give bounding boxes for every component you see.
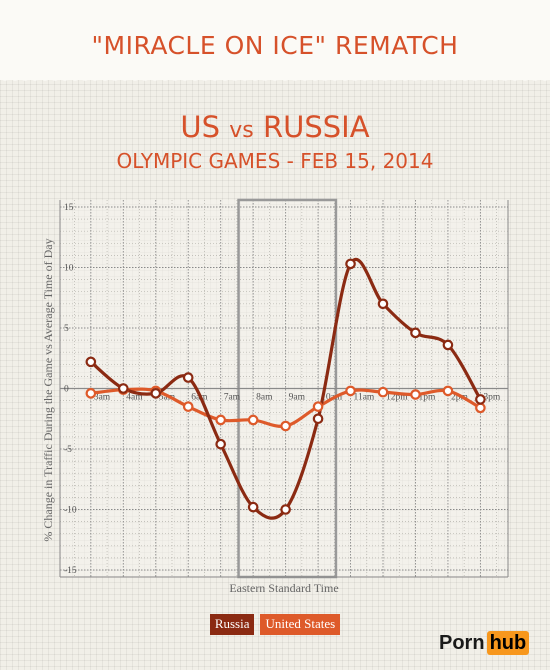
data-point-russia <box>247 501 259 513</box>
x-tick-label: 12pm <box>386 393 408 403</box>
data-point-russia <box>182 372 194 383</box>
x-axis-label: Eastern Standard Time <box>229 581 338 595</box>
data-point-russia <box>150 388 162 399</box>
brand-logo-part-a: Porn <box>439 631 485 654</box>
x-tick-label: 3am <box>94 393 111 403</box>
data-point-united-states <box>475 402 486 414</box>
data-point-united-states <box>312 401 324 412</box>
x-tick-label: 8am <box>256 393 273 403</box>
data-point-united-states <box>410 389 421 400</box>
x-tick-label: 9am <box>289 393 306 403</box>
data-point-united-states <box>215 414 226 426</box>
data-point-russia <box>312 413 324 425</box>
legend-item-united-states: United States <box>260 614 341 635</box>
banner-scalloped-edge <box>0 76 550 86</box>
chart-legend: Russia United States <box>0 614 550 635</box>
legend-item-russia: Russia <box>209 614 255 635</box>
x-tick-label: 4am <box>126 393 143 403</box>
data-point-russia <box>215 438 226 450</box>
data-point-united-states <box>377 386 389 398</box>
data-point-russia <box>410 327 421 339</box>
data-point-russia <box>85 356 97 368</box>
data-point-russia <box>442 339 454 351</box>
y-tick-label: -5 <box>64 445 72 455</box>
x-tick-label: 3pm <box>483 393 501 403</box>
y-tick-label: 15 <box>64 203 74 213</box>
matchup-title: US vs RUSSIA <box>0 110 550 144</box>
x-tick-label: 11am <box>354 393 375 403</box>
y-axis-label: % Change in Traffic During the Game vs A… <box>41 238 55 541</box>
team-b: RUSSIA <box>262 110 370 144</box>
versus-label: vs <box>229 118 254 143</box>
data-point-united-states <box>247 414 259 426</box>
team-a: US <box>180 110 221 144</box>
header-banner <box>0 0 550 80</box>
data-point-united-states <box>182 401 194 412</box>
event-subtitle: OLYMPIC GAMES - FEB 15, 2014 <box>116 149 434 173</box>
data-point-united-states <box>85 388 97 399</box>
data-point-russia <box>118 383 129 394</box>
data-point-russia <box>377 298 389 310</box>
data-point-united-states <box>442 385 454 397</box>
y-tick-label: 10 <box>64 264 74 274</box>
brand-logo-part-b: hub <box>486 631 530 655</box>
data-point-russia <box>475 394 486 405</box>
y-tick-label: 5 <box>64 324 69 334</box>
brand-logo: Porn hub <box>439 631 530 655</box>
x-tick-label: 2pm <box>451 393 469 403</box>
data-point-united-states <box>280 420 291 432</box>
x-tick-label: 5am <box>159 393 176 403</box>
x-tick-label: 1pm <box>418 393 436 403</box>
chart-series <box>85 257 486 520</box>
y-tick-label: -15 <box>64 566 77 576</box>
data-point-russia <box>345 258 356 270</box>
y-tick-label: 0 <box>64 385 69 395</box>
y-tick-label: -10 <box>64 506 77 516</box>
x-tick-label: 7am <box>224 393 241 403</box>
data-point-russia <box>280 504 291 515</box>
data-point-united-states <box>345 385 356 397</box>
banner-title: "MIRACLE ON ICE" REMATCH <box>91 31 459 60</box>
